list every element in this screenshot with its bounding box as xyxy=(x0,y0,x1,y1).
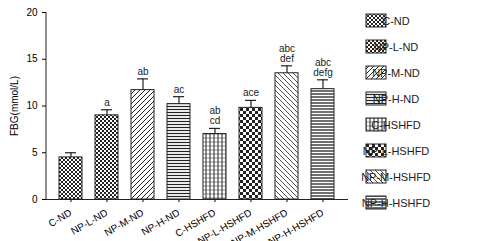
svg-text:15: 15 xyxy=(26,53,38,64)
svg-text:C-HSHFD: C-HSHFD xyxy=(173,206,218,239)
svg-text:NP-H-ND: NP-H-ND xyxy=(139,206,182,238)
svg-text:C-ND: C-ND xyxy=(46,207,73,229)
svg-text:NP-H-ND: NP-H-ND xyxy=(373,93,419,105)
svg-text:NP-H-HSHFD: NP-H-HSHFD xyxy=(266,207,325,241)
svg-text:NP-M-ND: NP-M-ND xyxy=(372,67,420,79)
svg-text:NP-M-HSHFD: NP-M-HSHFD xyxy=(361,171,431,183)
svg-text:NP-L-HSHFD: NP-L-HSHFD xyxy=(363,145,430,157)
svg-text:20: 20 xyxy=(26,7,38,18)
svg-text:ab: ab xyxy=(137,66,149,77)
svg-text:ace: ace xyxy=(243,87,260,98)
svg-text:abcdef: abcdef xyxy=(279,43,295,64)
svg-text:NP-L-ND: NP-L-ND xyxy=(374,41,419,53)
svg-text:abcd: abcd xyxy=(209,105,221,126)
svg-text:NP-H-HSHFD: NP-H-HSHFD xyxy=(362,197,430,209)
svg-text:0: 0 xyxy=(32,194,38,205)
svg-text:abcdefg: abcdefg xyxy=(313,57,332,78)
svg-text:ac: ac xyxy=(174,84,185,95)
svg-text:a: a xyxy=(104,97,110,108)
svg-text:FBG(mmol/L): FBG(mmol/L) xyxy=(9,76,20,136)
svg-text:C-ND: C-ND xyxy=(382,15,410,27)
svg-text:C-HSHFD: C-HSHFD xyxy=(371,119,421,131)
svg-text:5: 5 xyxy=(32,147,38,158)
svg-text:NP-L-ND: NP-L-ND xyxy=(69,207,110,237)
svg-text:NP-M-ND: NP-M-ND xyxy=(103,207,146,238)
svg-text:10: 10 xyxy=(26,100,38,111)
